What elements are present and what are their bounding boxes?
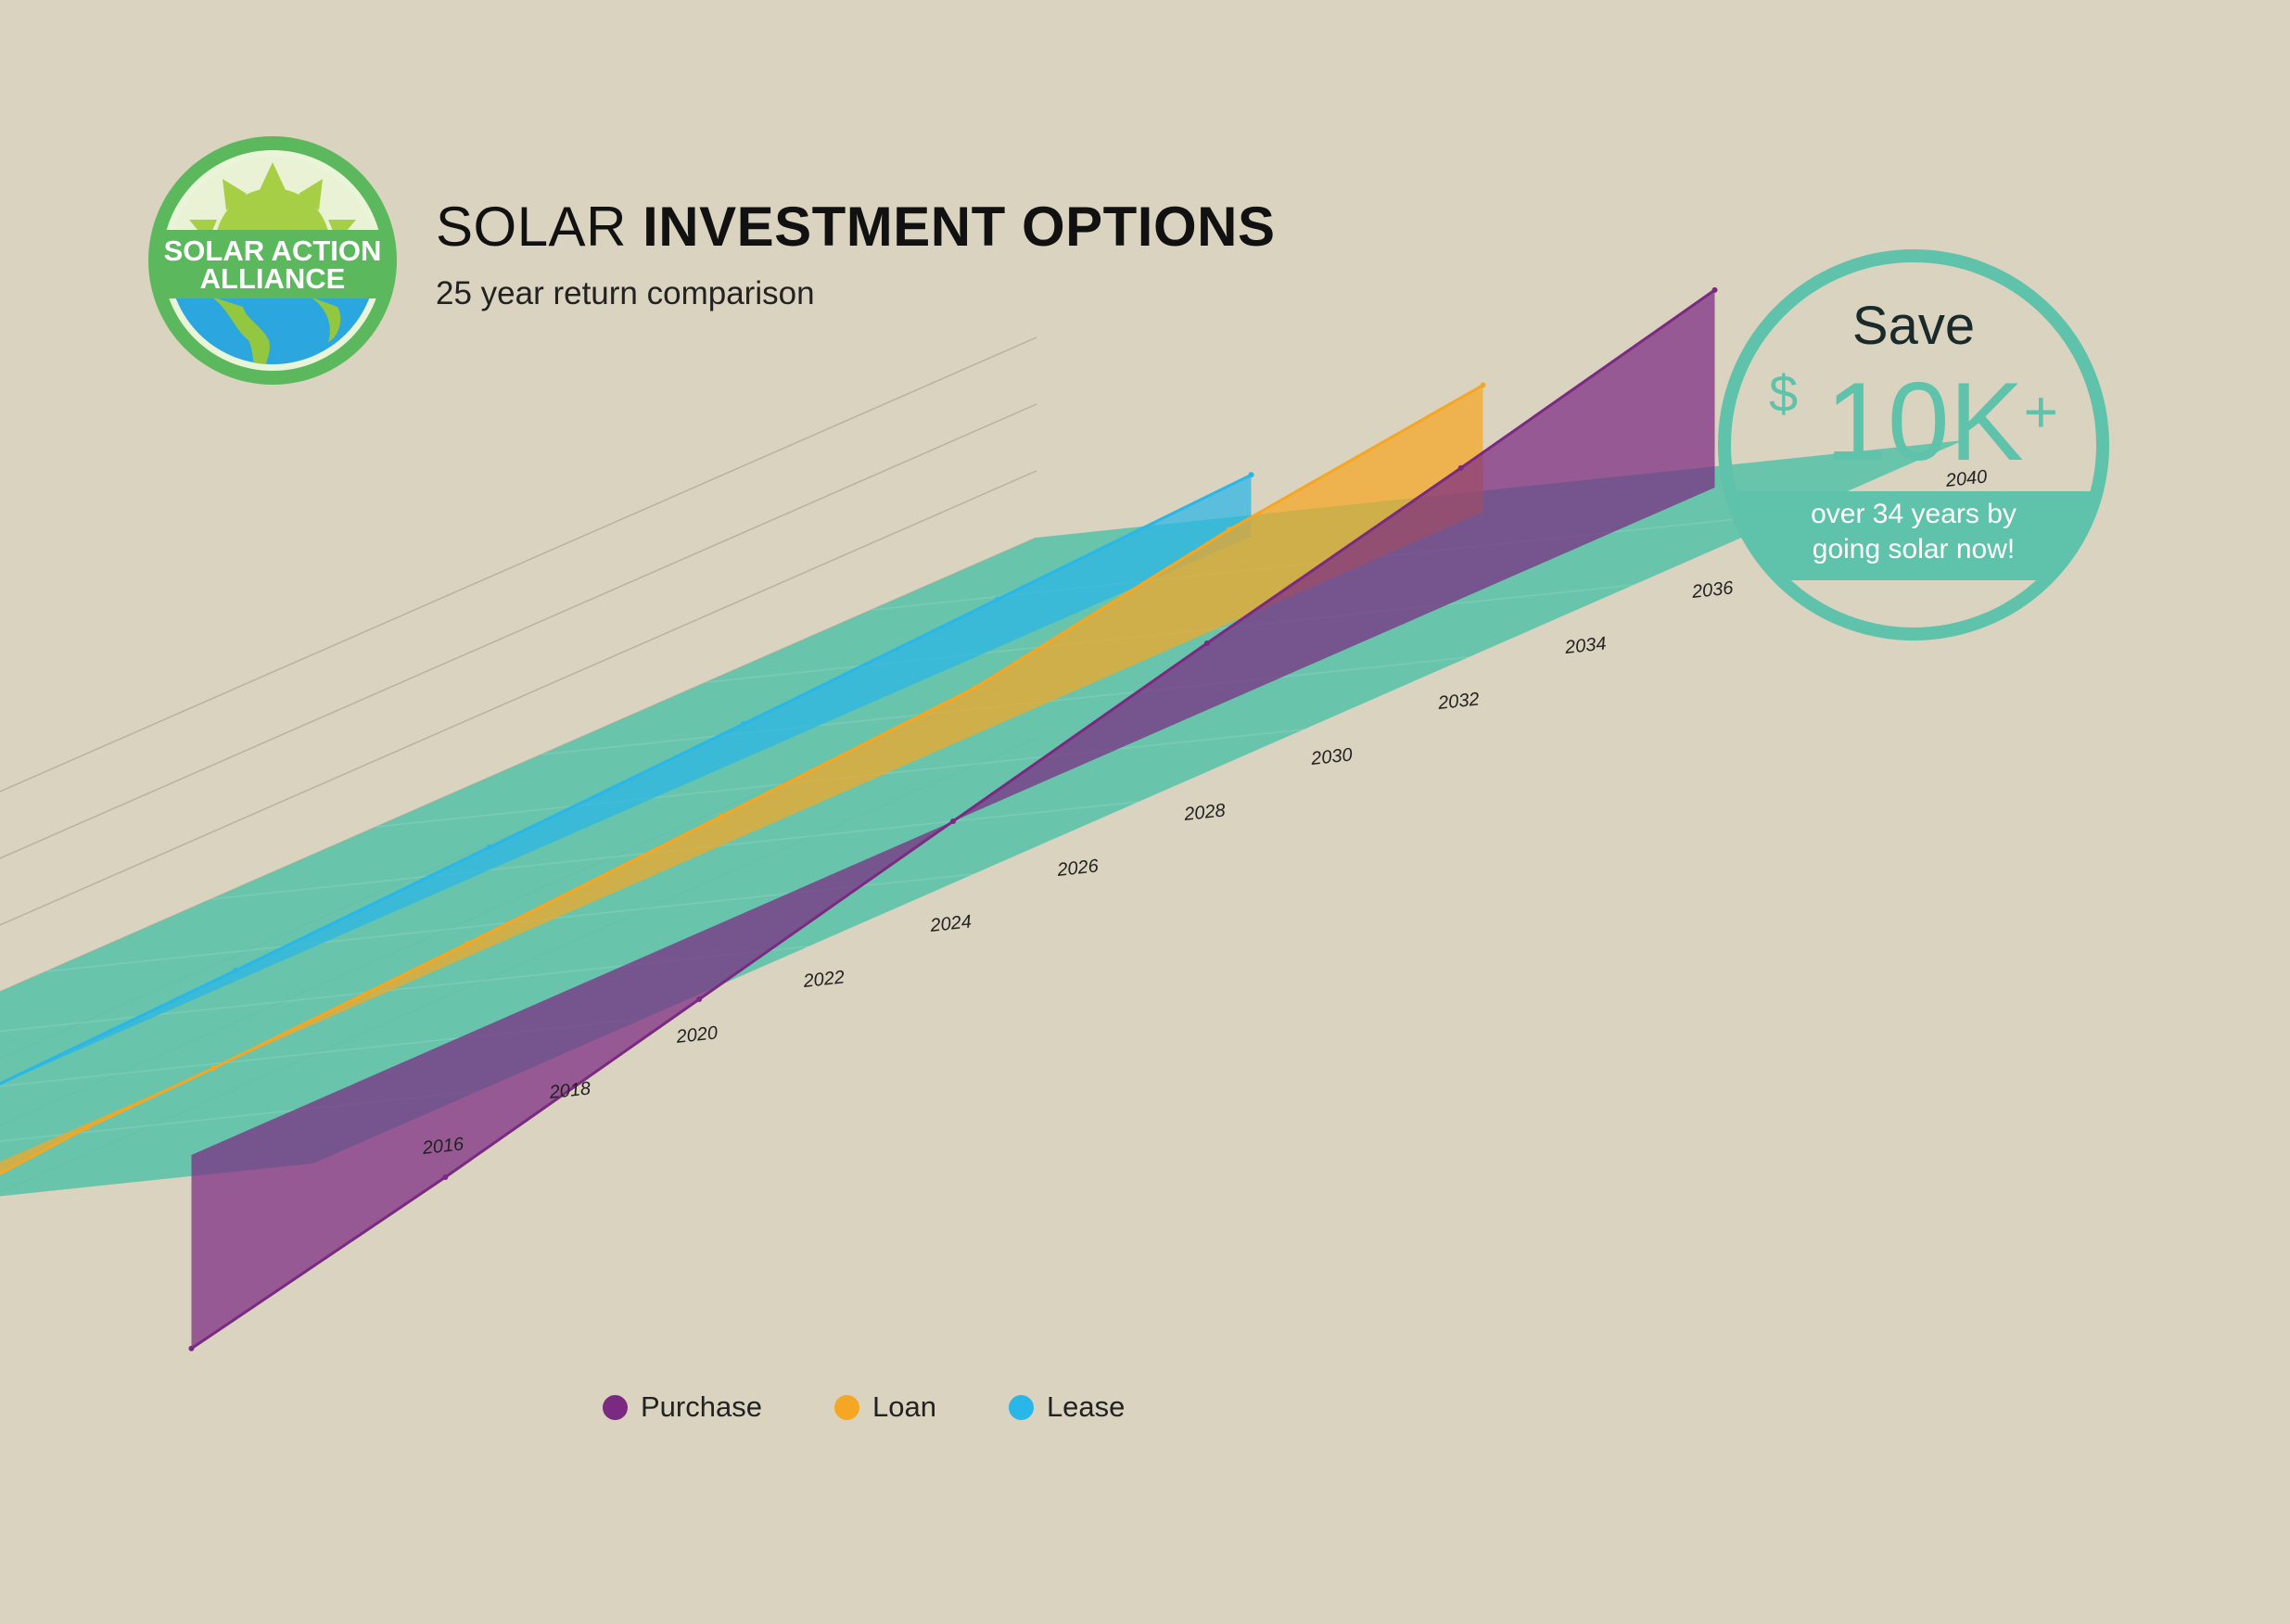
badge-amount: $10K+ (1717, 358, 2110, 486)
badge-plus: + (2023, 378, 2059, 445)
legend-item-lease: Lease (1008, 1390, 1126, 1424)
data-point-purchase (696, 996, 703, 1002)
legend-swatch (833, 1394, 859, 1420)
x-tick-label: 2024 (928, 911, 973, 936)
y-gridline (0, 470, 1037, 926)
series-purchase (188, 286, 1718, 1351)
data-point-purchase (1203, 641, 1210, 646)
x-tick-label: 2034 (1563, 633, 1608, 658)
data-point-purchase (1457, 464, 1464, 471)
savings-badge: Save $10K+ over 34 years by going solar … (1717, 248, 2110, 641)
page-title: SOLAR INVESTMENT OPTIONS (436, 195, 1275, 259)
badge-note: over 34 years by going solar now! (1717, 497, 2110, 567)
data-point-lease (994, 596, 1000, 603)
y-gridline (0, 336, 1037, 793)
data-point-lease (1248, 472, 1254, 478)
badge-save-label: Save (1851, 296, 1976, 356)
badge-note-line-2: going solar now! (1812, 534, 2016, 565)
badge-amount-value: 10K (1826, 360, 2024, 484)
series-loan (0, 382, 1486, 1176)
data-point-loan (719, 813, 724, 819)
logo-line-2: ALLIANCE (200, 262, 346, 295)
x-tick-label: 2022 (801, 967, 846, 992)
series-line-loan (0, 384, 1484, 1176)
data-point-lease (487, 844, 492, 851)
legend-item-purchase: Purchase (603, 1390, 762, 1424)
badge-ring (1718, 249, 2109, 641)
data-point-purchase (1711, 286, 1718, 293)
data-point-loan (1480, 382, 1486, 388)
data-point-loan (464, 940, 471, 946)
x-tick-label: 2026 (1055, 856, 1100, 881)
x-tick-label: 2018 (548, 1078, 592, 1103)
data-point-loan (1226, 527, 1232, 533)
data-point-lease (740, 721, 746, 728)
legend-label: Lease (1046, 1390, 1126, 1423)
title-bold: INVESTMENT OPTIONS (642, 196, 1276, 258)
badge-dollar: $ (1768, 364, 1799, 423)
data-point-loan (210, 1065, 217, 1072)
data-point-purchase (950, 818, 956, 824)
x-tick-label: 2040 (1944, 466, 1989, 491)
x-tick-label: 2028 (1182, 800, 1227, 825)
header: SOLAR INVESTMENT OPTIONS 25 year return … (436, 195, 1275, 312)
x-tick-label: 2020 (675, 1022, 719, 1047)
legend-swatch (1008, 1394, 1034, 1420)
investment-chart: $15,000$10,000$5,000$0$-5,000$-10,000$-1… (0, 286, 1989, 1351)
legend-swatch (603, 1394, 628, 1420)
series-area-purchase (191, 289, 1715, 1349)
data-point-purchase (188, 1345, 195, 1351)
data-point-loan (83, 1124, 90, 1131)
x-tick-label: 2030 (1309, 744, 1354, 769)
y-gridline (0, 403, 1037, 859)
series-lease (0, 472, 1254, 1085)
title-light: SOLAR (436, 196, 627, 258)
data-point-lease (233, 967, 239, 973)
zero-plane (0, 440, 1964, 1197)
page-subtitle: 25 year return comparison (436, 275, 815, 311)
x-tick-label: 2016 (421, 1134, 465, 1159)
data-point-loan (972, 684, 978, 691)
data-point-purchase (442, 1174, 449, 1180)
x-tick-label: 2036 (1690, 577, 1735, 603)
chart-legend: Purchase Loan Lease (603, 1390, 1125, 1424)
legend-label: Purchase (641, 1390, 762, 1423)
x-tick-label: 2032 (1436, 689, 1481, 714)
solar-action-alliance-logo: SOLAR ACTION ALLIANCE (148, 136, 397, 385)
legend-label: Loan (871, 1390, 936, 1423)
logo-line-1: SOLAR ACTION (164, 235, 382, 267)
legend-item-loan: Loan (833, 1390, 936, 1424)
badge-note-line-1: over 34 years by (1811, 499, 2016, 529)
